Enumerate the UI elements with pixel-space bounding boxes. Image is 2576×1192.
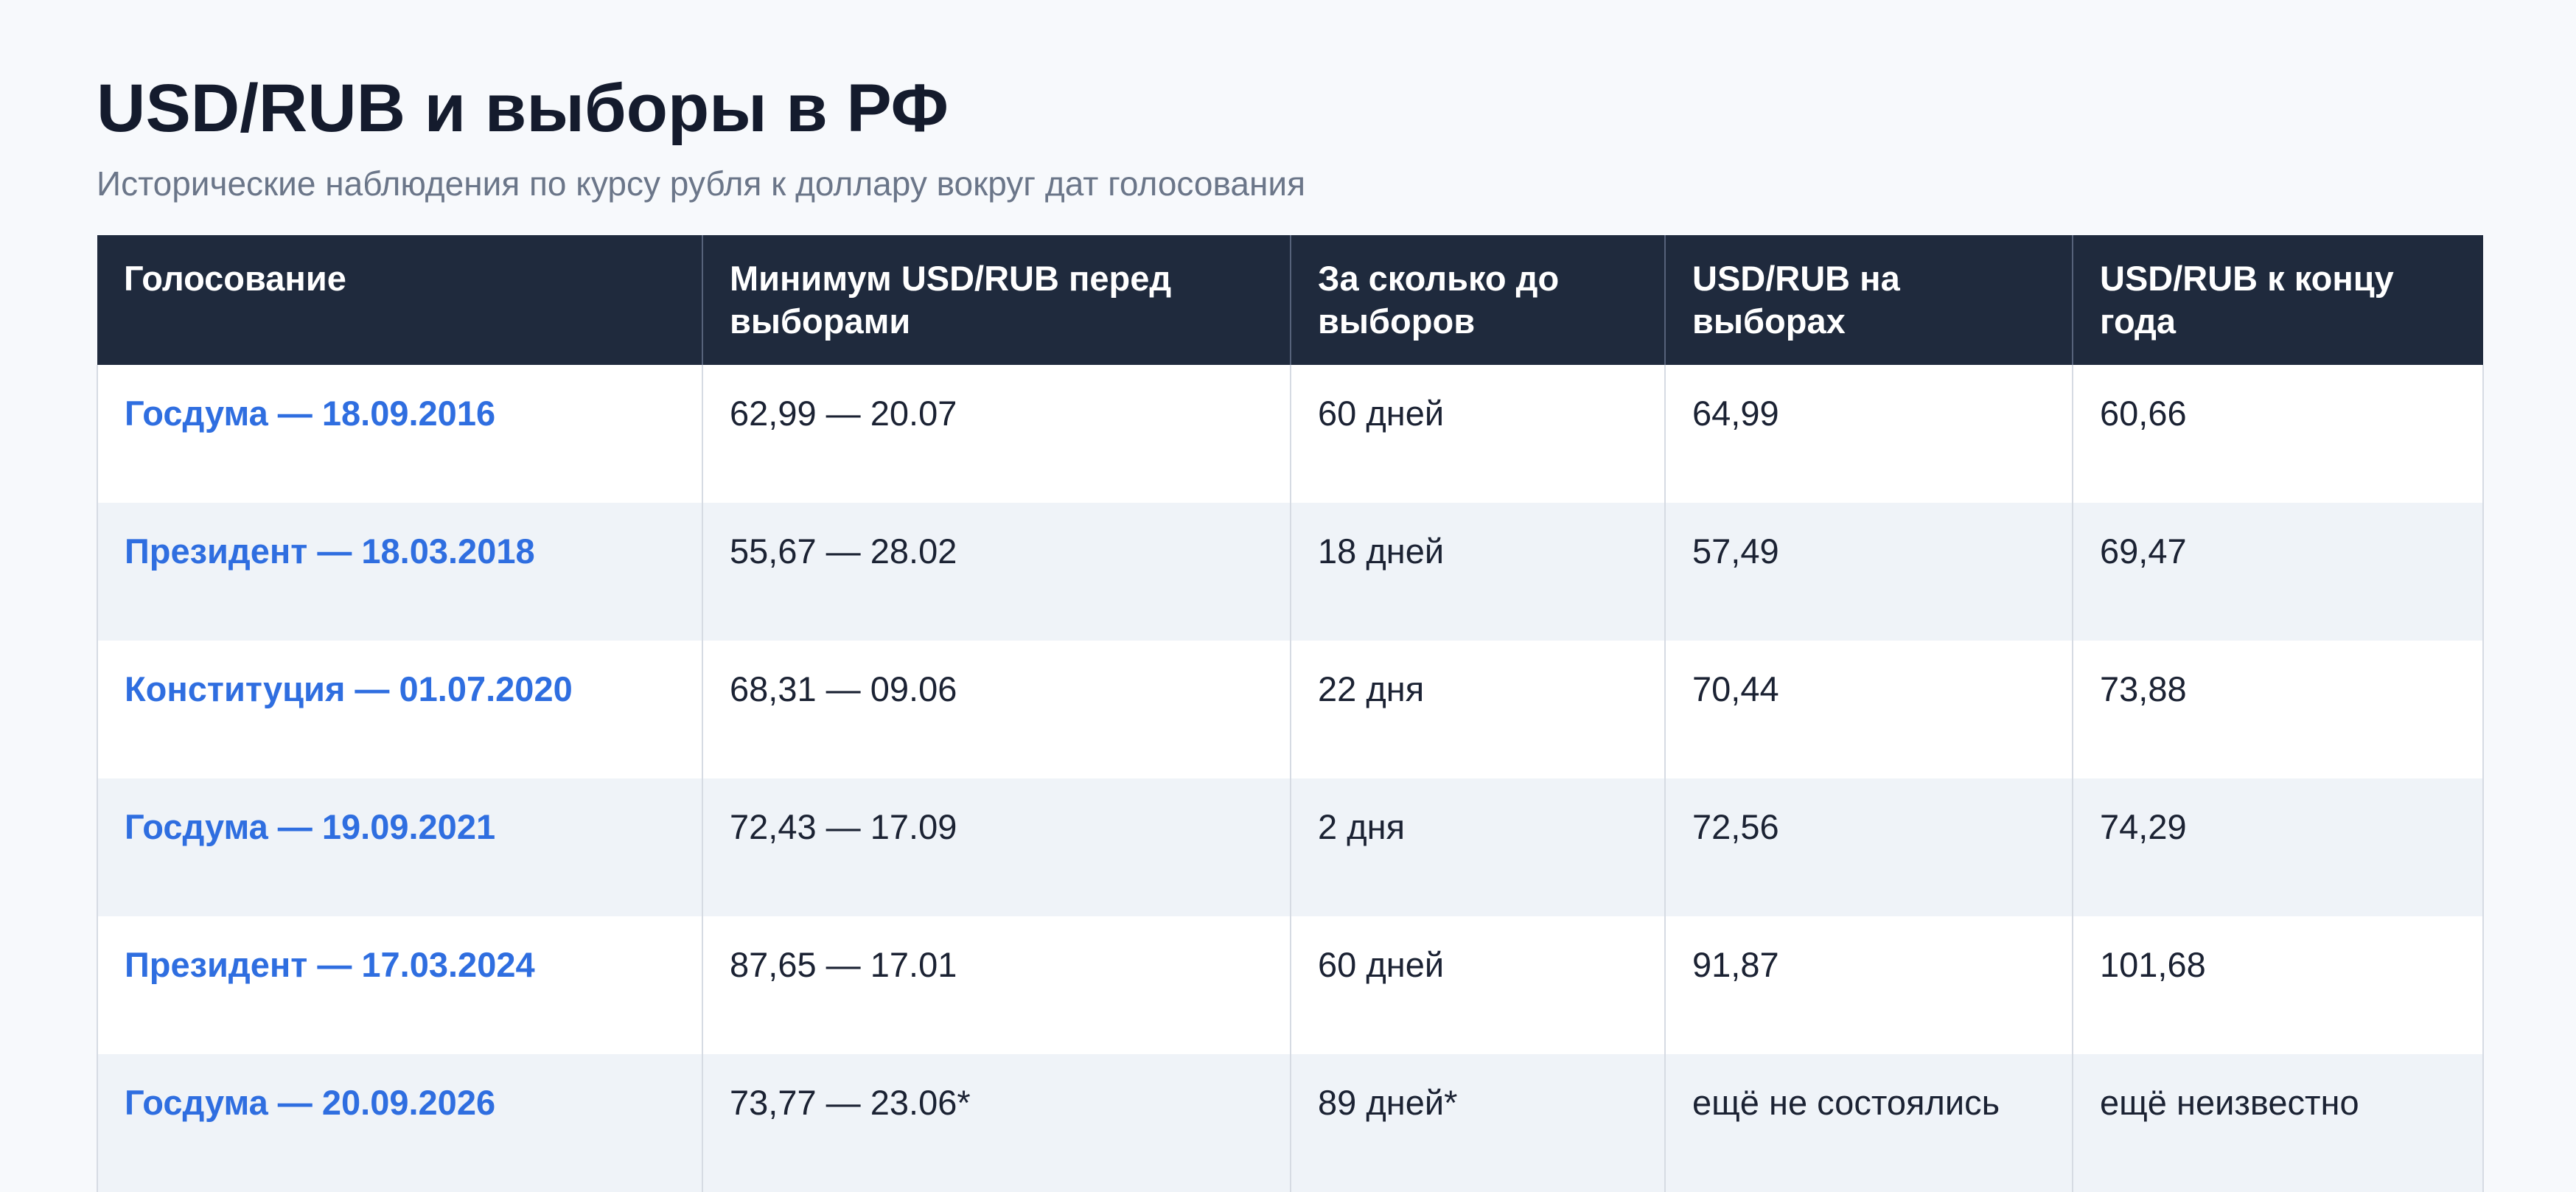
table-cell: 70,44 <box>1664 641 2073 778</box>
table-cell: 72,56 <box>1664 778 2073 916</box>
table-cell: 55,67 — 28.02 <box>702 503 1291 641</box>
vote-link[interactable]: Госдума — 20.09.2026 <box>97 1054 703 1192</box>
table-cell: 57,49 <box>1664 503 2073 641</box>
table-cell: 60 дней <box>1290 916 1666 1054</box>
table-row: Госдума — 19.09.2021 72,43 — 17.09 2 дня 72… <box>97 778 2484 916</box>
page-title: USD/RUB и выборы в РФ <box>97 71 949 146</box>
vote-link[interactable]: Госдума — 18.09.2016 <box>97 365 703 503</box>
table-cell: 60,66 <box>2072 365 2484 503</box>
vote-link[interactable]: Президент — 17.03.2024 <box>97 916 703 1054</box>
column-header: За сколько до выборов <box>1291 235 1666 365</box>
column-header: USD/RUB на выборах <box>1665 235 2073 365</box>
table-cell: 68,31 — 09.06 <box>702 641 1291 778</box>
table-cell: 2 дня <box>1290 778 1666 916</box>
vote-link[interactable]: Госдума — 19.09.2021 <box>97 778 703 916</box>
table-body: Госдума — 18.09.2016 62,99 — 20.07 60 дней… <box>97 365 2484 1192</box>
column-header: Голосование <box>97 235 703 365</box>
table-cell: 22 дня <box>1290 641 1666 778</box>
table-cell: 69,47 <box>2072 503 2484 641</box>
table-cell: 62,99 — 20.07 <box>702 365 1291 503</box>
table-row: Президент — 18.03.2018 55,67 — 28.02 18 дн… <box>97 503 2484 641</box>
table-cell: 18 дней <box>1290 503 1666 641</box>
table-row: Госдума — 18.09.2016 62,99 — 20.07 60 дней… <box>97 365 2484 503</box>
header-row: Голосование Минимум USD/RUB перед выборам… <box>97 235 2483 365</box>
table-cell: 64,99 <box>1664 365 2073 503</box>
vote-link[interactable]: Президент — 18.03.2018 <box>97 503 703 641</box>
page-subtitle: Исторические наблюдения по курсу рубля к… <box>97 164 1306 203</box>
table-cell: 101,68 <box>2072 916 2484 1054</box>
table-row: Конституция — 01.07.2020 68,31 — 09.06 22 … <box>97 641 2484 778</box>
table-cell: 87,65 — 17.01 <box>702 916 1291 1054</box>
column-header: Минимум USD/RUB перед выборами <box>702 235 1291 365</box>
table-cell: 91,87 <box>1664 916 2073 1054</box>
table-cell: ещё не состоялись <box>1664 1054 2073 1192</box>
table-row: Госдума — 20.09.2026 73,77 — 23.06* 89 дне… <box>97 1054 2484 1192</box>
table-cell: 89 дней* <box>1290 1054 1666 1192</box>
table-cell: 74,29 <box>2072 778 2484 916</box>
vote-link[interactable]: Конституция — 01.07.2020 <box>97 641 703 778</box>
table-cell: 73,77 — 23.06* <box>702 1054 1291 1192</box>
table-cell: 73,88 <box>2072 641 2484 778</box>
data-table: Голосование Минимум USD/RUB перед выборам… <box>97 235 2484 1192</box>
table-row: Президент — 17.03.2024 87,65 — 17.01 60 дн… <box>97 916 2484 1054</box>
table-cell: ещё неизвестно <box>2072 1054 2484 1192</box>
table-cell: 72,43 — 17.09 <box>702 778 1291 916</box>
column-header: USD/RUB к концу года <box>2073 235 2483 365</box>
table-cell: 60 дней <box>1290 365 1666 503</box>
